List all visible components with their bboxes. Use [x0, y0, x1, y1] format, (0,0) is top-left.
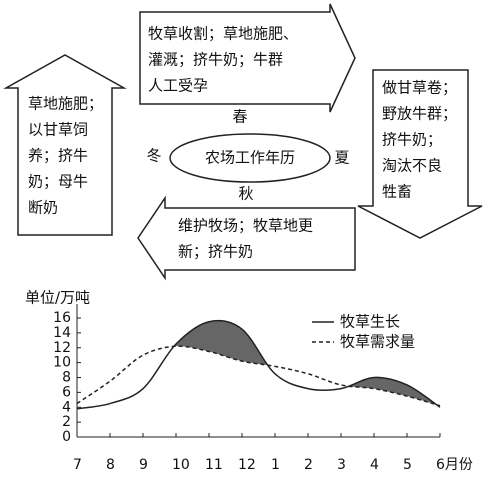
x-tick-label: 12: [238, 457, 256, 473]
work-text: 牧草收割；草地施肥、: [148, 25, 298, 43]
work-text: 牲畜: [382, 183, 412, 201]
work-text: 维护牧场；牧草地更: [178, 217, 313, 235]
legend-label: 牧草需求量: [340, 333, 415, 351]
x-tick-label: 10: [172, 457, 190, 473]
y-tick-label: 0: [62, 429, 71, 445]
y-tick-label: 16: [53, 310, 71, 326]
work-text: 奶；母牛: [28, 173, 88, 191]
y-tick-label: 4: [62, 399, 71, 415]
work-text: 挤牛奶；: [382, 131, 442, 149]
x-tick-label: 4: [370, 457, 379, 473]
y-axis-label: 单位/万吨: [25, 289, 90, 307]
autumn-arrow: [137, 195, 356, 281]
work-text: 灌溉；挤牛奶；牛群: [148, 51, 283, 69]
center-label: 农场工作年历: [205, 149, 295, 167]
work-text: 淘汰不良: [382, 157, 442, 175]
x-tick-label: 8: [106, 457, 115, 473]
series-line: [76, 319, 441, 410]
x-tick-label: 2: [304, 457, 313, 473]
legend-label: 牧草生长: [340, 313, 400, 331]
y-tick-label: 2: [62, 414, 71, 430]
center-ellipse: [169, 133, 331, 183]
y-tick-label: 10: [53, 355, 71, 371]
winter-arrow: [3, 54, 127, 236]
summer-arrow: [357, 69, 483, 239]
y-tick-label: 12: [53, 340, 71, 356]
y-tick-label: 8: [62, 370, 71, 386]
season-label: 夏: [334, 149, 349, 167]
x-tick-label: 11: [205, 457, 223, 473]
x-tick-label: 6月份: [436, 457, 473, 473]
work-text: 做甘草卷；: [382, 79, 457, 97]
season-label: 春: [232, 108, 247, 126]
work-text: 野放牛群；: [382, 105, 457, 123]
x-tick-label: 7: [73, 457, 82, 473]
series-line: [76, 345, 441, 407]
y-tick-label: 14: [53, 325, 71, 341]
x-tick-label: 3: [337, 457, 346, 473]
work-text: 养；挤牛: [28, 147, 88, 165]
x-tick-label: 9: [139, 457, 148, 473]
work-text: 人工受孕: [148, 77, 208, 95]
y-tick-label: 6: [62, 384, 71, 400]
x-tick-label: 5: [403, 457, 412, 473]
spring-arrow: [139, 3, 356, 113]
x-tick-label: 1: [271, 457, 280, 473]
season-label: 秋: [238, 185, 253, 203]
season-label: 冬: [146, 147, 161, 165]
work-text: 新；挤牛奶: [178, 243, 253, 261]
work-text: 断奶: [28, 199, 58, 217]
work-text: 草地施肥；: [28, 95, 103, 113]
work-text: 以甘草饲: [28, 121, 88, 139]
